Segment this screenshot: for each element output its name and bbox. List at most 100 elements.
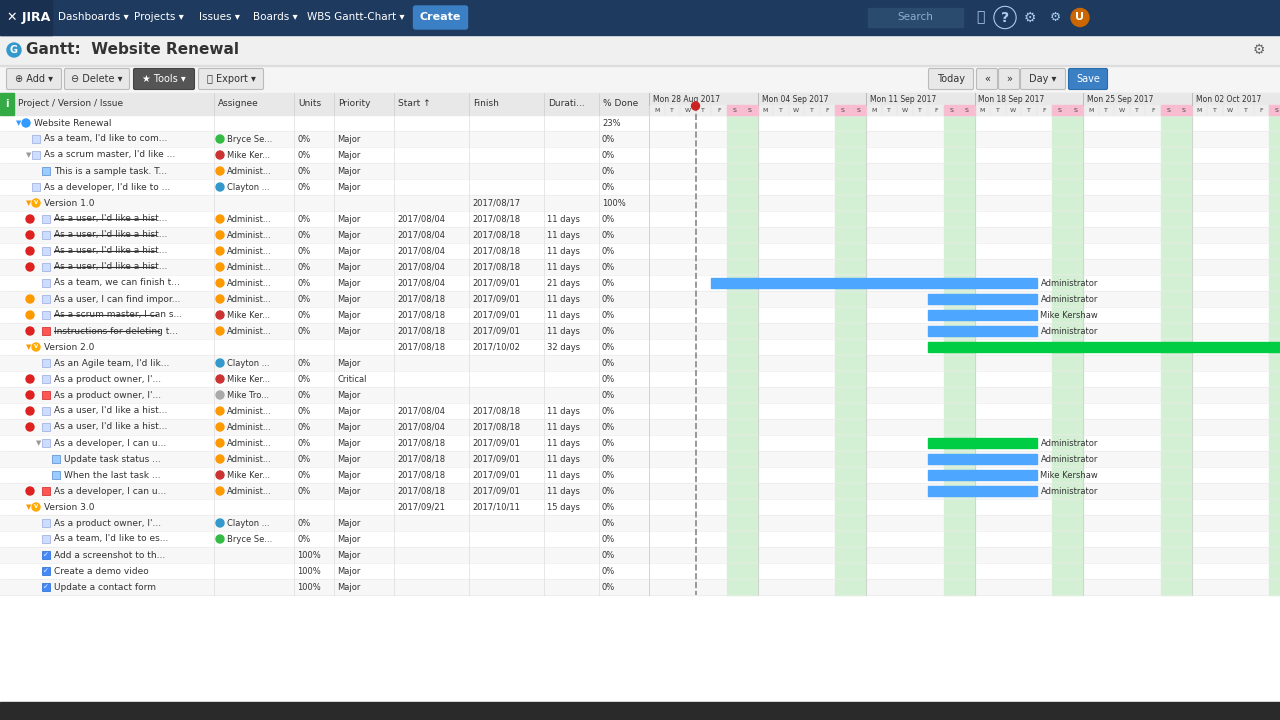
Text: Major: Major <box>337 390 361 400</box>
Bar <box>850 243 867 259</box>
Text: As a user, I'd like a hist...: As a user, I'd like a hist... <box>54 230 168 240</box>
Bar <box>742 371 758 387</box>
Bar <box>850 435 867 451</box>
Bar <box>1068 115 1083 131</box>
Bar <box>943 339 959 355</box>
Text: F: F <box>717 107 721 112</box>
Bar <box>943 115 959 131</box>
Text: S: S <box>748 107 751 112</box>
Bar <box>850 105 867 115</box>
Bar <box>0 531 1280 547</box>
Text: 11 days: 11 days <box>547 215 580 223</box>
Bar <box>835 387 850 403</box>
Bar <box>943 243 959 259</box>
Bar <box>943 307 959 323</box>
Text: 2017/08/04: 2017/08/04 <box>397 263 445 271</box>
Text: As a user, I'd like a hist...: As a user, I'd like a hist... <box>54 246 168 256</box>
Text: ✓: ✓ <box>44 552 49 558</box>
Text: 11 days: 11 days <box>547 294 580 304</box>
Bar <box>742 515 758 531</box>
Bar <box>727 387 742 403</box>
Text: 11 days: 11 days <box>547 438 580 448</box>
Text: Mon 04 Sep 2017: Mon 04 Sep 2017 <box>762 94 828 104</box>
Text: Issues ▾: Issues ▾ <box>198 12 241 22</box>
Bar <box>727 451 742 467</box>
Text: 15 days: 15 days <box>547 503 580 511</box>
Text: 0%: 0% <box>297 263 310 271</box>
Bar <box>1068 195 1083 211</box>
Bar <box>850 211 867 227</box>
Bar <box>1268 131 1280 147</box>
Text: F: F <box>1260 107 1263 112</box>
Bar <box>1176 499 1192 515</box>
Bar <box>959 451 974 467</box>
Bar <box>0 435 1280 451</box>
Text: 0%: 0% <box>602 518 616 528</box>
Text: F: F <box>826 107 829 112</box>
Bar <box>959 105 974 115</box>
Bar <box>42 423 50 431</box>
Bar <box>835 403 850 419</box>
Bar <box>835 195 850 211</box>
Bar <box>742 563 758 579</box>
Bar <box>727 435 742 451</box>
Circle shape <box>32 503 40 511</box>
Text: 2017/09/01: 2017/09/01 <box>472 487 520 495</box>
Bar <box>1268 227 1280 243</box>
Circle shape <box>26 407 35 415</box>
Circle shape <box>216 519 224 527</box>
Bar <box>943 435 959 451</box>
Text: Clayton ...: Clayton ... <box>227 182 270 192</box>
Bar <box>727 547 742 563</box>
Text: 11 days: 11 days <box>547 487 580 495</box>
Text: Administrator: Administrator <box>1041 279 1098 287</box>
Bar <box>943 371 959 387</box>
Bar <box>1068 547 1083 563</box>
Bar <box>1268 163 1280 179</box>
Bar <box>42 215 50 223</box>
Bar <box>1161 105 1176 115</box>
Bar <box>0 483 1280 499</box>
Text: % Done: % Done <box>603 99 639 109</box>
Bar <box>959 147 974 163</box>
Bar <box>742 451 758 467</box>
Bar <box>0 259 1280 275</box>
Text: Administ...: Administ... <box>227 438 271 448</box>
Bar <box>1068 147 1083 163</box>
Bar <box>649 105 1280 115</box>
Bar <box>1176 147 1192 163</box>
Bar <box>727 195 742 211</box>
Bar <box>742 147 758 163</box>
Text: Projects ▾: Projects ▾ <box>134 12 184 22</box>
Circle shape <box>26 327 35 335</box>
Bar <box>42 567 50 575</box>
Bar <box>943 211 959 227</box>
Bar <box>1268 339 1280 355</box>
Text: As a product owner, I'...: As a product owner, I'... <box>54 518 161 528</box>
Circle shape <box>216 359 224 367</box>
Bar <box>1268 243 1280 259</box>
Bar <box>0 195 1280 211</box>
Text: Mon 28 Aug 2017: Mon 28 Aug 2017 <box>653 94 719 104</box>
Text: Major: Major <box>337 359 361 367</box>
Bar <box>0 227 1280 243</box>
Text: 2017/08/04: 2017/08/04 <box>397 246 445 256</box>
Bar <box>727 131 742 147</box>
Text: Major: Major <box>337 551 361 559</box>
Bar <box>1161 435 1176 451</box>
Bar <box>959 195 974 211</box>
Bar <box>1176 515 1192 531</box>
Bar <box>835 371 850 387</box>
Text: S: S <box>841 107 845 112</box>
Text: Version 2.0: Version 2.0 <box>44 343 95 351</box>
Bar <box>727 115 742 131</box>
Bar <box>1052 467 1068 483</box>
Bar <box>835 291 850 307</box>
Text: 2017/10/02: 2017/10/02 <box>472 343 520 351</box>
Circle shape <box>26 295 35 303</box>
Text: 0%: 0% <box>297 438 310 448</box>
Text: 0%: 0% <box>602 567 616 575</box>
Bar <box>1161 147 1176 163</box>
Text: Instructions for deleting t...: Instructions for deleting t... <box>54 326 178 336</box>
Bar <box>959 371 974 387</box>
